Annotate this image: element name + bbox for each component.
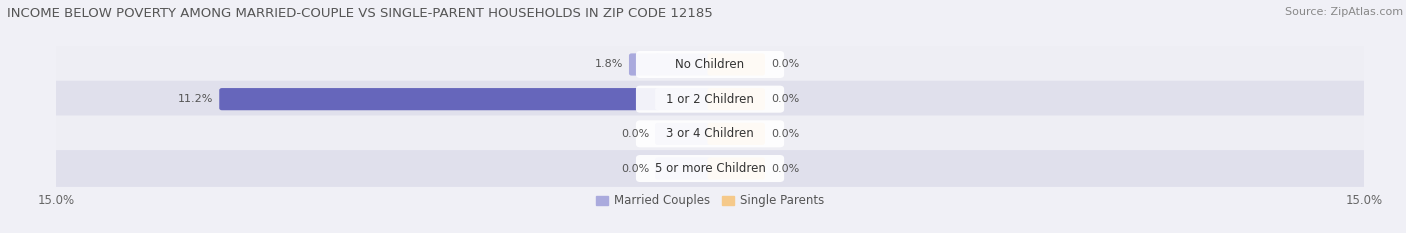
Text: INCOME BELOW POVERTY AMONG MARRIED-COUPLE VS SINGLE-PARENT HOUSEHOLDS IN ZIP COD: INCOME BELOW POVERTY AMONG MARRIED-COUPL… [7,7,713,20]
FancyBboxPatch shape [53,150,1367,187]
Text: 11.2%: 11.2% [177,94,214,104]
FancyBboxPatch shape [707,53,765,75]
FancyBboxPatch shape [636,51,785,78]
Text: 0.0%: 0.0% [621,129,650,139]
FancyBboxPatch shape [628,53,661,75]
FancyBboxPatch shape [219,88,661,110]
Legend: Married Couples, Single Parents: Married Couples, Single Parents [592,190,828,212]
Text: 0.0%: 0.0% [770,94,799,104]
Text: 1.8%: 1.8% [595,59,623,69]
FancyBboxPatch shape [707,158,765,180]
FancyBboxPatch shape [655,88,713,110]
FancyBboxPatch shape [707,88,765,110]
FancyBboxPatch shape [655,53,713,75]
Text: Source: ZipAtlas.com: Source: ZipAtlas.com [1285,7,1403,17]
FancyBboxPatch shape [655,158,713,180]
Text: 5 or more Children: 5 or more Children [655,162,765,175]
Text: 0.0%: 0.0% [770,129,799,139]
FancyBboxPatch shape [636,86,785,113]
FancyBboxPatch shape [707,123,765,145]
Text: 0.0%: 0.0% [770,59,799,69]
FancyBboxPatch shape [636,155,785,182]
Text: 0.0%: 0.0% [621,164,650,174]
FancyBboxPatch shape [53,81,1367,117]
Text: 3 or 4 Children: 3 or 4 Children [666,127,754,140]
FancyBboxPatch shape [655,123,713,145]
FancyBboxPatch shape [53,116,1367,152]
Text: No Children: No Children [675,58,745,71]
FancyBboxPatch shape [636,120,785,147]
Text: 1 or 2 Children: 1 or 2 Children [666,93,754,106]
Text: 0.0%: 0.0% [770,164,799,174]
FancyBboxPatch shape [53,46,1367,83]
